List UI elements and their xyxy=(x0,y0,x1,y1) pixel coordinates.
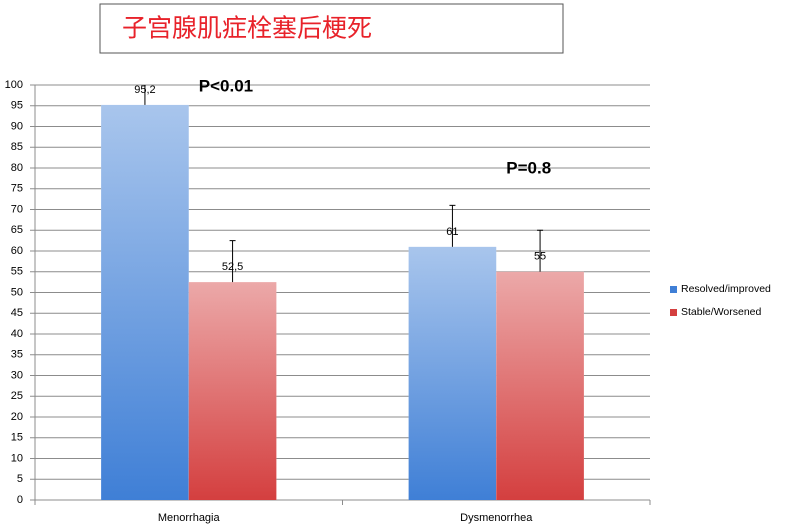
data-label: 95,2 xyxy=(134,84,155,96)
bar xyxy=(101,104,189,501)
data-label: 52,5 xyxy=(222,261,243,273)
y-tick-label: 95 xyxy=(11,100,23,112)
y-tick-label: 80 xyxy=(11,162,23,174)
legend-label: Resolved/improved xyxy=(681,283,771,295)
y-tick-label: 70 xyxy=(11,203,23,215)
y-tick-label: 45 xyxy=(11,307,23,319)
chart-title: 子宫腺肌症栓塞后梗死 xyxy=(122,15,372,43)
y-tick-label: 15 xyxy=(11,432,23,444)
x-tick-label: Dysmenorrhea xyxy=(460,512,533,524)
y-tick-label: 90 xyxy=(11,120,23,132)
y-tick-label: 20 xyxy=(11,411,23,423)
y-tick-label: 65 xyxy=(11,224,23,236)
y-tick-label: 100 xyxy=(5,79,23,91)
legend-swatch xyxy=(670,309,677,316)
x-tick-label: Menorrhagia xyxy=(158,512,221,524)
bar xyxy=(188,282,277,500)
p-value: P=0.8 xyxy=(506,158,551,177)
y-tick-label: 35 xyxy=(11,349,23,361)
y-tick-label: 25 xyxy=(11,390,23,402)
bar xyxy=(408,246,497,500)
title-box xyxy=(99,3,564,54)
y-tick-label: 40 xyxy=(11,328,23,340)
y-tick-label: 85 xyxy=(11,141,23,153)
legend-swatch xyxy=(670,286,677,293)
y-tick-label: 75 xyxy=(11,183,23,195)
y-tick-label: 5 xyxy=(17,473,23,485)
y-tick-label: 10 xyxy=(11,452,23,464)
y-tick-label: 55 xyxy=(11,266,23,278)
bar xyxy=(496,271,584,500)
y-tick-label: 50 xyxy=(11,286,23,298)
legend-label: Stable/Worsened xyxy=(681,306,762,318)
y-tick-label: 30 xyxy=(11,369,23,381)
data-label: 55 xyxy=(534,251,546,263)
data-label: 61 xyxy=(446,226,458,238)
p-value: P<0.01 xyxy=(199,76,253,95)
y-tick-label: 60 xyxy=(11,245,23,257)
y-tick-label: 0 xyxy=(17,494,23,506)
